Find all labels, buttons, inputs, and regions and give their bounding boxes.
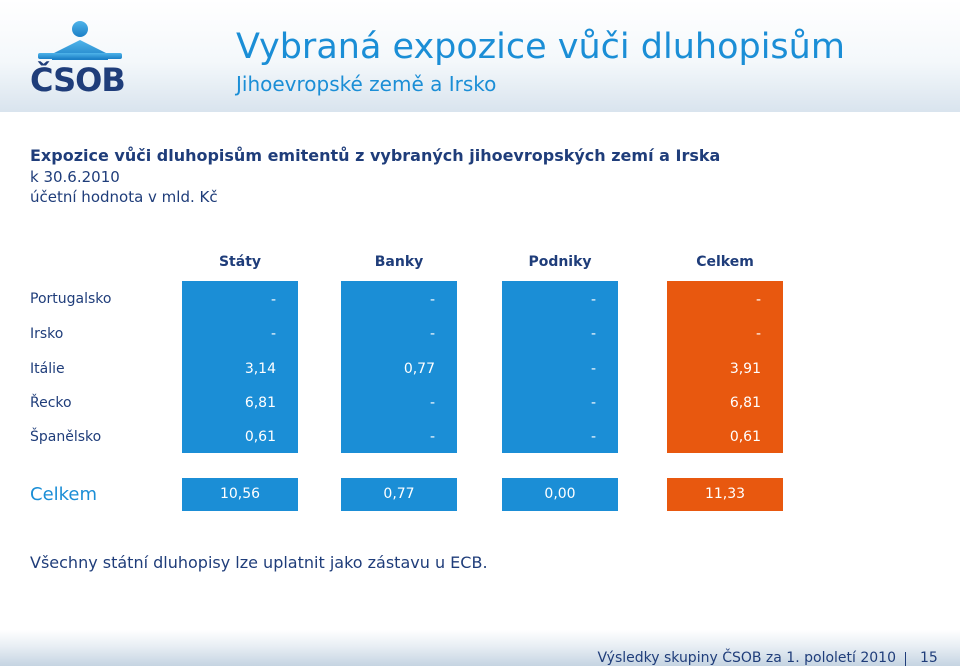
table-cell: - bbox=[429, 429, 435, 445]
table-cell: - bbox=[590, 429, 596, 445]
table-heading: Expozice vůči dluhopisům emitentů z vybr… bbox=[30, 146, 721, 165]
table-cell: 0,61 bbox=[729, 429, 761, 445]
footer-text: Výsledky skupiny ČSOB za 1. pololetí 201… bbox=[597, 650, 896, 666]
column-header-podniky: Podniky bbox=[528, 254, 592, 270]
header-band bbox=[0, 0, 960, 112]
table-cell: - bbox=[429, 395, 435, 411]
table-cell: - bbox=[590, 395, 596, 411]
column-celkem: - - 3,91 6,81 0,61 bbox=[667, 281, 783, 453]
total-cell-celkem: 11,33 bbox=[667, 478, 783, 511]
column-header-banky: Banky bbox=[374, 254, 424, 270]
logo-figure-icon bbox=[38, 21, 122, 60]
total-cell-podniky: 0,00 bbox=[502, 478, 618, 511]
footer-bar bbox=[0, 630, 960, 666]
row-label-irsko: Irsko bbox=[30, 326, 64, 342]
footer-divider bbox=[905, 652, 906, 666]
table-cell: - bbox=[590, 326, 596, 342]
table-cell: - bbox=[590, 361, 596, 377]
column-header-celkem: Celkem bbox=[696, 254, 754, 270]
column-staty: - - 3,14 6,81 0,61 bbox=[182, 281, 298, 453]
table-cell: - bbox=[270, 326, 276, 342]
date-line: k 30.6.2010 bbox=[30, 168, 120, 186]
total-row-label: Celkem bbox=[30, 484, 98, 505]
table-cell: - bbox=[429, 326, 435, 342]
table-cell: 6,81 bbox=[729, 395, 761, 411]
column-podniky: - - - - - bbox=[502, 281, 618, 453]
column-header-staty: Státy bbox=[218, 254, 262, 270]
table-cell: - bbox=[755, 292, 761, 308]
table-cell: 3,14 bbox=[244, 361, 276, 377]
total-cell-staty: 10,56 bbox=[182, 478, 298, 511]
csob-logo: ČSOB bbox=[30, 18, 130, 98]
table-cell: - bbox=[429, 292, 435, 308]
table-cell: 6,81 bbox=[244, 395, 276, 411]
total-cell-banky: 0,77 bbox=[341, 478, 457, 511]
row-label-recko: Řecko bbox=[30, 395, 72, 411]
table-cell: 0,61 bbox=[244, 429, 276, 445]
table-cell: 3,91 bbox=[729, 361, 761, 377]
column-banky: - - 0,77 - - bbox=[341, 281, 457, 453]
row-label-portugalsko: Portugalsko bbox=[30, 291, 112, 307]
logo-wordmark: ČSOB bbox=[30, 61, 126, 99]
table-cell: 0,77 bbox=[403, 361, 435, 377]
row-label-italie: Itálie bbox=[30, 361, 65, 377]
page-title: Vybraná expozice vůči dluhopisům bbox=[236, 27, 845, 67]
table-cell: - bbox=[755, 326, 761, 342]
footnote: Všechny státní dluhopisy lze uplatnit ja… bbox=[30, 553, 488, 572]
page-number: 15 bbox=[920, 650, 938, 666]
table-cell: - bbox=[270, 292, 276, 308]
page-subtitle: Jihoevropské země a Irsko bbox=[236, 72, 497, 96]
unit-line: účetní hodnota v mld. Kč bbox=[30, 188, 218, 206]
table-cell: - bbox=[590, 292, 596, 308]
row-label-spanelsko: Španělsko bbox=[30, 429, 102, 445]
